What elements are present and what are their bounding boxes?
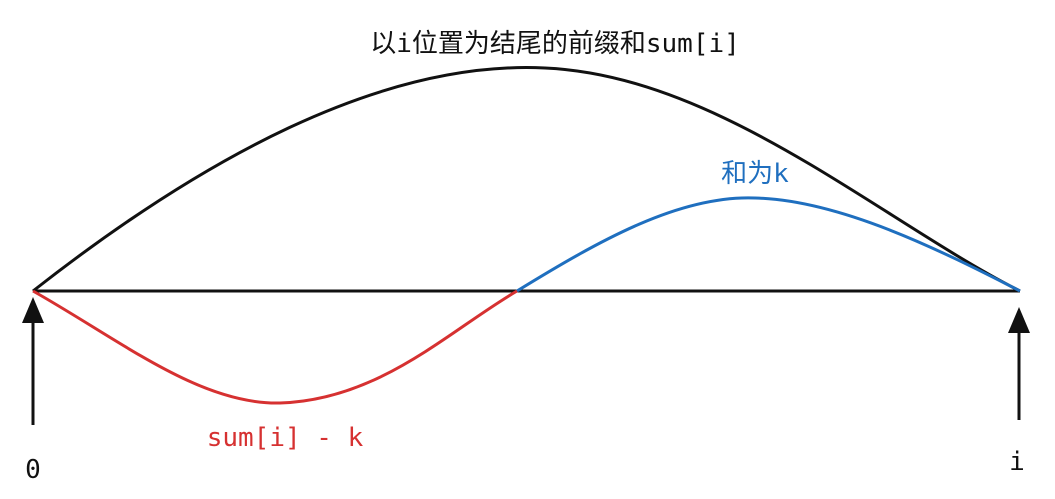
prefix-label: sum[i] - k [207, 423, 364, 453]
prefix-arc [32, 289, 518, 405]
start-arrowhead [22, 297, 44, 323]
end-arrowhead [1008, 307, 1030, 333]
top-label: 以i位置为结尾的前缀和sum[i] [370, 29, 740, 59]
k-arc [516, 196, 1021, 293]
k-label: 和为k [721, 159, 789, 189]
total-arc [32, 66, 1021, 293]
end-label: i [1009, 447, 1025, 477]
start-label: 0 [25, 455, 41, 485]
